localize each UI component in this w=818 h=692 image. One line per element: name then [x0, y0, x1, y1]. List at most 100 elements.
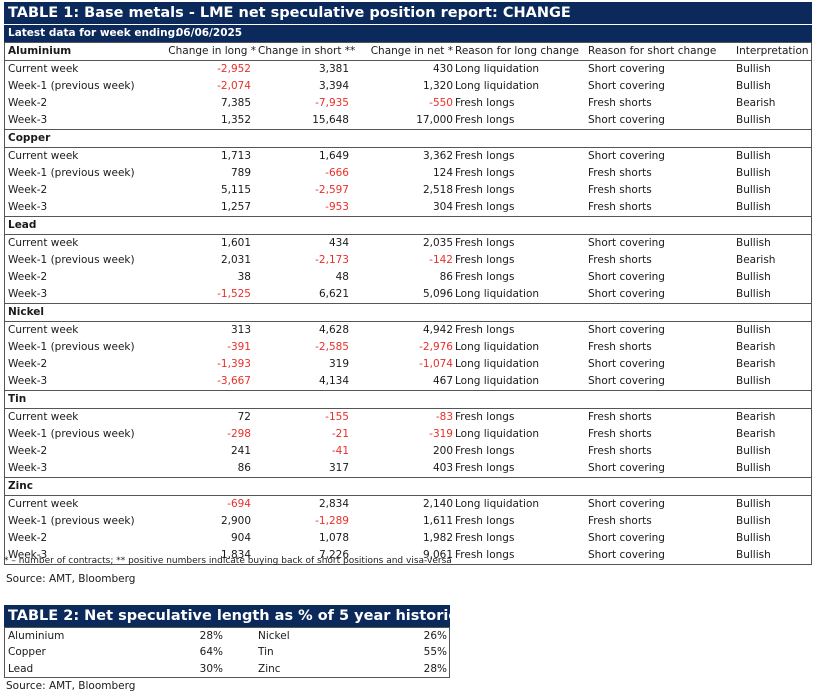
- week-label: Week-2: [8, 97, 48, 109]
- metal-section: Aluminium Change in long * Change in short…: [4, 42, 812, 130]
- metal-name: Copper: [8, 132, 51, 144]
- change-net-value: 86: [439, 271, 453, 283]
- section-header-row: Zinc: [5, 478, 811, 496]
- interpretation: Bullish: [736, 80, 771, 92]
- reason-short: Fresh shorts: [588, 411, 652, 423]
- interpretation: Bearish: [736, 341, 776, 353]
- table-row: Week-1 (previous week) 789 -666 124 Fresh lo…: [5, 165, 811, 182]
- change-long-value: 1,713: [220, 150, 251, 162]
- reason-short: Fresh shorts: [588, 201, 652, 213]
- interpretation: Bullish: [736, 114, 771, 126]
- reason-short: Short covering: [588, 271, 665, 283]
- reason-long: Long liquidation: [455, 375, 540, 387]
- reason-short: Fresh shorts: [588, 445, 652, 457]
- reason-long: Long liquidation: [455, 288, 540, 300]
- reason-short: Short covering: [588, 288, 665, 300]
- col-header-reason-short: Reason for short change: [588, 45, 717, 57]
- table1-source: Source: AMT, Bloomberg: [6, 573, 136, 585]
- latest-data-label: Latest data for week ending:: [8, 27, 180, 39]
- interpretation: Bullish: [736, 201, 771, 213]
- table-row: Week-2 5,115 -2,597 2,518 Fresh longs Fresh s…: [5, 182, 811, 199]
- change-net-value: 17,000: [416, 114, 453, 126]
- metal-section: Tin Current week 72 -155 -83 Fresh longs Fresh…: [4, 391, 812, 478]
- change-short-value: -2,585: [315, 341, 349, 353]
- change-long-value: 2,900: [220, 515, 251, 527]
- reason-short: Short covering: [588, 63, 665, 75]
- footnote: * – number of contracts; ** positive num…: [4, 556, 452, 566]
- reason-short: Short covering: [588, 358, 665, 370]
- table-row: Week-3 -3,667 4,134 467 Long liquidation Shor…: [5, 373, 811, 390]
- change-short-value: -21: [331, 428, 349, 440]
- change-long-value: 7,385: [220, 97, 251, 109]
- percent-value: 26%: [423, 630, 447, 642]
- change-long-value: -1,393: [217, 358, 251, 370]
- reason-long: Long liquidation: [455, 428, 540, 440]
- reason-long: Fresh longs: [455, 445, 515, 457]
- metal-name: Lead: [8, 219, 37, 231]
- change-long-value: 313: [230, 324, 251, 336]
- reason-short: Fresh shorts: [588, 515, 652, 527]
- table-row: Current week 72 -155 -83 Fresh longs Fresh sh…: [5, 409, 811, 426]
- reason-short: Fresh shorts: [588, 254, 652, 266]
- change-short-value: 6,621: [318, 288, 349, 300]
- reason-long: Fresh longs: [455, 254, 515, 266]
- interpretation: Bearish: [736, 358, 776, 370]
- table-row: Week-1 (previous week) 2,900 -1,289 1,611 Fr…: [5, 513, 811, 530]
- percent-value: 30%: [199, 662, 223, 675]
- reason-long: Fresh longs: [455, 462, 515, 474]
- metal-name: Nickel: [8, 306, 45, 318]
- reason-long: Fresh longs: [455, 150, 515, 162]
- change-short-value: 317: [328, 462, 349, 474]
- col-header-net: Change in net *: [370, 45, 453, 57]
- change-net-value: -2,976: [419, 341, 453, 353]
- change-long-value: 1,834: [220, 549, 251, 561]
- change-long-value: -3,667: [217, 375, 251, 387]
- change-net-value: 5,096: [422, 288, 453, 300]
- change-long-value: -2,952: [217, 63, 251, 75]
- latest-data-date: 06/06/2025: [176, 27, 243, 39]
- table-row: Current week 1,713 1,649 3,362 Fresh longs Sh…: [5, 148, 811, 165]
- net-length-table: Aluminium 28% Nickel 26% Copper 64% Tin 55% Lead…: [4, 627, 450, 678]
- change-long-value: -2,074: [217, 80, 251, 92]
- table-row: Current week 1,601 434 2,035 Fresh longs Shor…: [5, 235, 811, 252]
- col-header-interpretation: Interpretation: [736, 45, 809, 57]
- table-row: Current week -2,952 3,381 430 Long liquidati…: [5, 61, 811, 78]
- change-net-value: 430: [432, 63, 453, 75]
- reason-short: Fresh shorts: [588, 167, 652, 179]
- reason-short: Short covering: [588, 462, 665, 474]
- reason-short: Short covering: [588, 114, 665, 126]
- week-label: Week-3: [8, 549, 48, 561]
- reason-short: Short covering: [588, 375, 665, 387]
- table-row: Week-1 (previous week) -298 -21 -319 Long li…: [5, 426, 811, 443]
- change-net-value: 1,982: [422, 532, 453, 544]
- metal-name: Nickel: [258, 630, 290, 642]
- week-label: Week-3: [8, 462, 48, 474]
- interpretation: Bullish: [736, 549, 771, 561]
- section-header-row: Nickel: [5, 304, 811, 322]
- week-label: Week-2: [8, 358, 48, 370]
- change-net-value: 9,061: [422, 549, 453, 561]
- metal-section: Copper Current week 1,713 1,649 3,362 Fresh l…: [4, 130, 812, 217]
- table2-title: TABLE 2: Net speculative length as % of …: [4, 605, 524, 627]
- week-label: Week-1 (previous week): [8, 515, 135, 527]
- interpretation: Bullish: [736, 184, 771, 196]
- table2-row: Lead 30% Zinc 28%: [5, 661, 449, 677]
- metal-section: Nickel Current week 313 4,628 4,942 Fresh lon…: [4, 304, 812, 391]
- change-long-value: 72: [237, 411, 251, 423]
- change-short-value: -953: [325, 201, 349, 213]
- interpretation: Bullish: [736, 375, 771, 387]
- week-label: Week-3: [8, 114, 48, 126]
- reason-long: Fresh longs: [455, 411, 515, 423]
- table-row: Week-3 1,834 7,226 9,061 Fresh longs Short co…: [5, 547, 811, 564]
- interpretation: Bullish: [736, 288, 771, 300]
- change-net-value: 3,362: [422, 150, 453, 162]
- change-short-value: -2,597: [315, 184, 349, 196]
- interpretation: Bullish: [736, 445, 771, 457]
- change-net-value: 2,140: [422, 498, 453, 510]
- interpretation: Bullish: [736, 515, 771, 527]
- section-header-row: Aluminium Change in long * Change in short…: [5, 43, 811, 61]
- reason-short: Short covering: [588, 549, 665, 561]
- table2-row: Copper 64% Tin 55%: [5, 644, 449, 660]
- reason-long: Fresh longs: [455, 237, 515, 249]
- percent-value: 28%: [199, 630, 223, 642]
